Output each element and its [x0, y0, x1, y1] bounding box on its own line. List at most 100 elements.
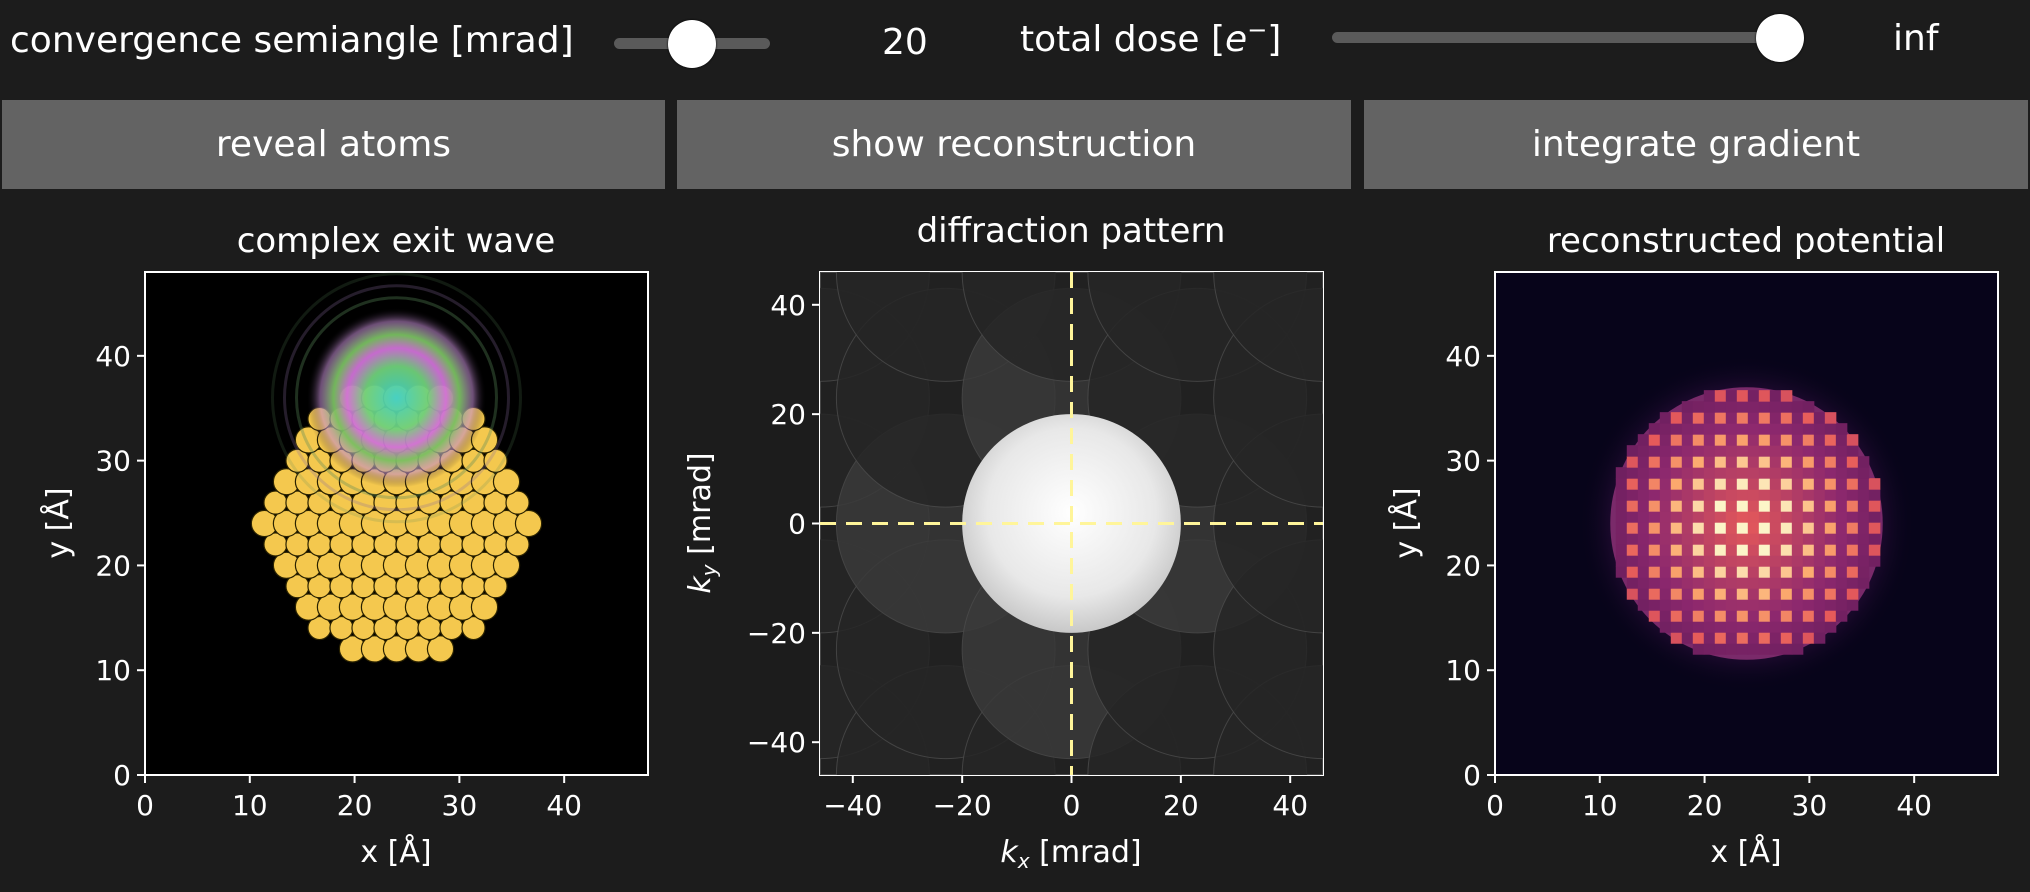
- potential-pixel: [1813, 599, 1826, 611]
- potential-pixel: [1725, 467, 1738, 479]
- potential-figure: reconstructed potential 0 10 20 30 40 0 10 20 30…: [1388, 221, 1999, 870]
- potential-pixel: [1670, 533, 1683, 545]
- potential-pixel: [1758, 588, 1771, 600]
- potential-pixel: [1681, 544, 1694, 556]
- potential-pixel: [1736, 621, 1749, 633]
- potential-pixel: [1813, 423, 1826, 435]
- potential-pixel: [1835, 423, 1848, 435]
- atom: [492, 551, 521, 580]
- reveal-atoms-button[interactable]: reveal atoms: [2, 100, 665, 189]
- potential-pixel: [1725, 500, 1738, 512]
- dose-slider-track[interactable]: [1332, 32, 1804, 43]
- dose-slider[interactable]: [1332, 14, 1804, 62]
- dose-label: total dose [e−]: [1020, 16, 1281, 60]
- potential-pixel: [1670, 423, 1683, 435]
- potential-pixel: [1813, 610, 1826, 622]
- show-reconstruction-button[interactable]: show reconstruction: [677, 100, 1351, 189]
- potential-pixel: [1692, 445, 1705, 457]
- potential-pixel: [1813, 445, 1826, 457]
- potential-pixel: [1670, 489, 1683, 501]
- potential-pixel: [1791, 423, 1804, 435]
- potential-pixel: [1725, 456, 1738, 468]
- potential-pixel: [1802, 599, 1815, 611]
- potential-pixel: [1725, 445, 1738, 457]
- potential-pixel: [1736, 500, 1749, 512]
- potential-pixel: [1703, 566, 1716, 578]
- potential-pixel: [1769, 599, 1782, 611]
- potential-pixel: [1780, 632, 1793, 644]
- potential-pixel: [1813, 588, 1826, 600]
- convergence-slider-knob[interactable]: [668, 20, 716, 68]
- potential-pixel: [1769, 467, 1782, 479]
- potential-pixel: [1637, 456, 1650, 468]
- potential-pixel: [1802, 632, 1815, 644]
- potential-pixel: [1813, 500, 1826, 512]
- potential-pixel: [1835, 445, 1848, 457]
- potential-pixel: [1868, 544, 1881, 556]
- potential-pixel: [1802, 412, 1815, 424]
- potential-pixel: [1791, 566, 1804, 578]
- potential-pixel: [1747, 390, 1760, 402]
- potential-pixel: [1736, 566, 1749, 578]
- potential-pixel: [1769, 445, 1782, 457]
- potential-pixel: [1714, 610, 1727, 622]
- potential-pixel: [1769, 478, 1782, 490]
- potential-pixel: [1626, 544, 1639, 556]
- potential-pixel: [1868, 555, 1881, 567]
- potential-pixel: [1681, 522, 1694, 534]
- potential-pixel: [1824, 500, 1837, 512]
- potential-pixel: [1780, 445, 1793, 457]
- potential-pixel: [1758, 489, 1771, 501]
- potential-pixel: [1868, 511, 1881, 523]
- potential-pixel: [1846, 489, 1859, 501]
- potential-pixel: [1626, 555, 1639, 567]
- exit-wave-ylabel: y [Å]: [40, 487, 76, 558]
- potential-pixel: [1868, 500, 1881, 512]
- y-tick-label: 40: [95, 340, 131, 373]
- convergence-label: convergence semiangle [mrad]: [10, 20, 574, 61]
- potential-pixel: [1714, 489, 1727, 501]
- potential-pixel: [1659, 456, 1672, 468]
- potential-pixel: [1758, 511, 1771, 523]
- potential-pixel: [1692, 555, 1705, 567]
- potential-pixel: [1758, 467, 1771, 479]
- potential-pixel: [1637, 522, 1650, 534]
- potential-pixel: [1846, 434, 1859, 446]
- potential-pixel: [1659, 566, 1672, 578]
- potential-pixel: [1725, 412, 1738, 424]
- potential-pixel: [1813, 456, 1826, 468]
- potential-pixel: [1692, 423, 1705, 435]
- potential-pixel: [1780, 434, 1793, 446]
- potential-pixel: [1769, 456, 1782, 468]
- y-tick-label: 10: [1445, 654, 1481, 687]
- dose-label-end: ]: [1267, 19, 1282, 60]
- potential-pixel: [1824, 610, 1837, 622]
- potential-pixel: [1648, 500, 1661, 512]
- potential-pixel: [1780, 555, 1793, 567]
- potential-pixel: [1681, 489, 1694, 501]
- potential-pixel: [1813, 478, 1826, 490]
- potential-pixel: [1670, 599, 1683, 611]
- potential-pixel: [1648, 511, 1661, 523]
- potential-pixel: [1725, 610, 1738, 622]
- integrate-gradient-button[interactable]: integrate gradient: [1364, 100, 2028, 189]
- exit-wave-xlabel: x [Å]: [360, 834, 431, 870]
- potential-pixel: [1791, 555, 1804, 567]
- potential-pixel: [1824, 621, 1837, 633]
- dose-slider-knob[interactable]: [1756, 14, 1804, 62]
- y-tick-label: 0: [113, 759, 131, 792]
- potential-pixel: [1769, 434, 1782, 446]
- potential-pixel: [1857, 489, 1870, 501]
- probe-ring: [295, 296, 498, 500]
- potential-pixel: [1714, 588, 1727, 600]
- potential-pixel: [1747, 599, 1760, 611]
- potential-pixel: [1681, 511, 1694, 523]
- potential-pixel: [1637, 566, 1650, 578]
- potential-pixel: [1703, 423, 1716, 435]
- potential-pixel: [1670, 577, 1683, 589]
- potential-pixel: [1758, 445, 1771, 457]
- potential-pixel: [1736, 511, 1749, 523]
- potential-pixel: [1692, 566, 1705, 578]
- atom: [483, 448, 508, 473]
- convergence-slider[interactable]: [614, 20, 770, 68]
